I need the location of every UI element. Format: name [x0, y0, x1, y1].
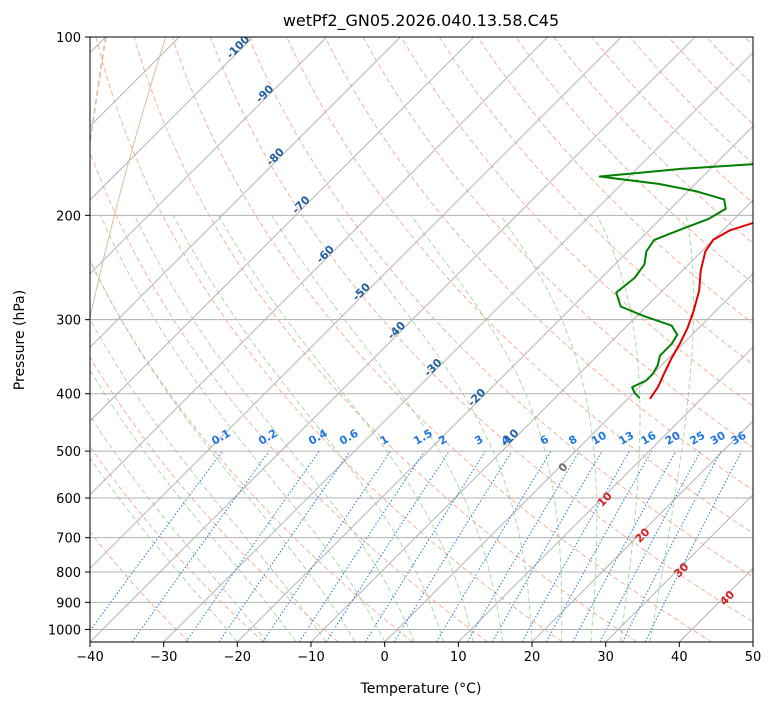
mixing-ratio-line — [90, 450, 223, 632]
y-axis: 100 200 300 400 500 600 700 800 900 1000 — [48, 31, 90, 638]
mixing-ratio-line — [298, 450, 425, 642]
isotherm — [90, 37, 328, 275]
isotherm — [90, 37, 696, 642]
moist-adiabat — [218, 215, 474, 642]
isotherm — [90, 37, 549, 496]
moist-adiabat — [90, 457, 238, 642]
y-tick-label: 900 — [56, 596, 81, 611]
mixing-ratio-line — [644, 450, 743, 642]
dry-adiabat — [90, 150, 488, 642]
moist-adiabat — [334, 215, 533, 642]
x-tick-label: 10 — [450, 650, 467, 665]
dry-adiabat — [171, 37, 712, 642]
mixing-ratio-line — [621, 450, 722, 642]
x-tick-label: 50 — [745, 650, 762, 665]
y-tick-label: 1000 — [48, 623, 81, 638]
isotherm — [531, 420, 753, 642]
isotherm — [90, 37, 475, 422]
isotherm — [605, 493, 753, 642]
isotherm — [90, 37, 622, 570]
mixing-ratio-line — [545, 450, 653, 642]
isotherm — [310, 199, 753, 642]
plot-frame — [89, 36, 754, 643]
y-tick-label: 700 — [56, 532, 81, 547]
x-tick-label: −20 — [224, 650, 251, 665]
x-tick-label: 0 — [381, 650, 389, 665]
lcl-curve — [90, 37, 167, 321]
mixing-ratio-line — [521, 450, 630, 642]
isotherm — [236, 125, 753, 642]
x-axis: −40 −30 −20 −10 0 10 20 30 40 50 — [76, 642, 761, 665]
dry-adiabat — [400, 37, 753, 407]
dry-adiabat — [248, 37, 753, 578]
y-tick-label: 800 — [56, 566, 81, 581]
moist-adiabat — [134, 215, 415, 642]
temperature-line — [649, 221, 753, 400]
y-tick-label: 500 — [56, 445, 81, 460]
moist-adiabat — [100, 215, 386, 642]
moist-adiabat — [271, 215, 503, 642]
dry-adiabat — [324, 37, 753, 491]
moist-adiabat — [90, 259, 356, 642]
dry-adiabat — [438, 37, 753, 366]
dry-adiabat — [286, 37, 753, 534]
isotherm — [457, 346, 753, 642]
dry-adiabat — [133, 37, 638, 642]
dry-adiabat — [477, 37, 753, 325]
mixing-ratio-line — [364, 450, 486, 642]
moist-adiabat — [90, 317, 327, 642]
y-tick-label: 100 — [56, 31, 81, 46]
dewpoint-line — [598, 163, 753, 399]
moist-adiabat — [410, 215, 563, 642]
moist-adiabat — [172, 215, 445, 642]
lcl-curve — [90, 37, 107, 148]
mixing-ratio-line — [131, 450, 270, 642]
mixing-ratio-line — [393, 450, 513, 642]
mixing-ratio-line — [325, 450, 450, 642]
mixing-ratio-line — [599, 450, 701, 642]
profile-series — [598, 163, 753, 400]
chart-title: wetPf2_GN05.2026.040.13.58.C45 — [283, 11, 559, 31]
x-tick-label: −30 — [150, 650, 177, 665]
x-axis-label: Temperature (°C) — [360, 681, 482, 697]
y-tick-label: 300 — [56, 314, 81, 329]
y-axis-label: Pressure (hPa) — [12, 290, 28, 390]
dry-adiabat — [90, 531, 190, 642]
dry-adiabat — [591, 37, 753, 204]
mixing-ratio-line — [572, 450, 677, 642]
mixing-ratio-line — [218, 450, 351, 642]
isotherm — [90, 37, 401, 349]
dry-adiabat — [95, 37, 563, 642]
y-tick-label: 200 — [56, 209, 81, 224]
moist-adiabat — [90, 369, 297, 642]
x-tick-label: 40 — [671, 650, 688, 665]
isotherm — [384, 272, 753, 642]
y-tick-label: 600 — [56, 492, 81, 507]
moist-adiabat — [500, 215, 598, 642]
x-tick-label: 30 — [597, 650, 614, 665]
isotherm — [90, 37, 254, 201]
dry-adiabat — [210, 37, 753, 623]
reference-lines — [90, 37, 753, 642]
x-tick-label: 20 — [524, 650, 541, 665]
y-tick-label: 400 — [56, 388, 81, 403]
x-tick-label: −10 — [297, 650, 324, 665]
moist-adiabat — [649, 215, 695, 642]
x-tick-label: −40 — [76, 650, 103, 665]
moist-adiabat — [90, 414, 268, 642]
dry-adiabat — [90, 259, 414, 642]
dry-adiabat — [553, 37, 753, 244]
isotherm — [163, 51, 753, 642]
dry-adiabat — [90, 356, 339, 642]
mixing-ratio-line — [491, 450, 603, 642]
mixing-ratio-line — [185, 450, 320, 642]
